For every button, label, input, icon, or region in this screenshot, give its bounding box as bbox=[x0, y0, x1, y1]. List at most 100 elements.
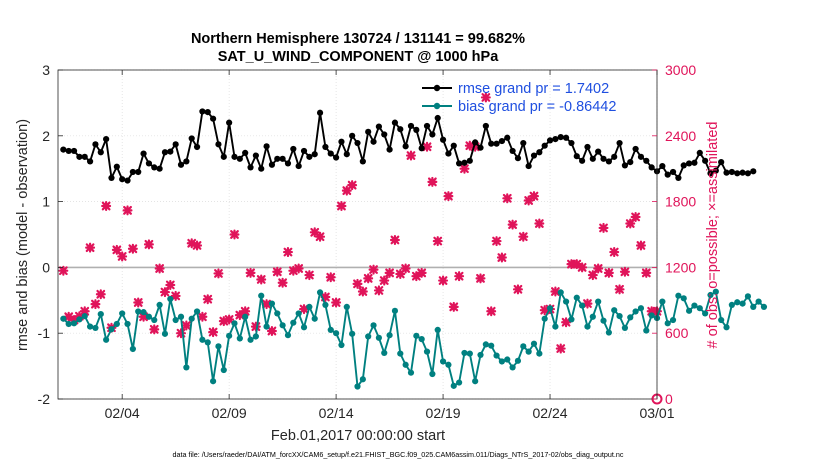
series-0-point-118 bbox=[691, 159, 698, 166]
series-1-point-114 bbox=[669, 316, 677, 324]
obs-count-marker-11 bbox=[117, 251, 128, 262]
series-1-point-90 bbox=[541, 315, 548, 322]
series-1-point-78 bbox=[477, 351, 484, 359]
series-0-point-108 bbox=[637, 153, 645, 160]
obs-count-marker-108 bbox=[635, 240, 646, 251]
series-0-point-97 bbox=[579, 157, 586, 164]
obs-count-marker-76 bbox=[464, 140, 475, 151]
series-1-point-94 bbox=[562, 298, 570, 305]
series-0-point-33 bbox=[236, 155, 243, 162]
series-0-point-83 bbox=[504, 134, 511, 141]
series-1-point-23 bbox=[183, 364, 190, 371]
obs-count-marker-85 bbox=[512, 284, 523, 295]
series-0-point-16 bbox=[145, 160, 153, 167]
series-0-point-17 bbox=[151, 164, 158, 171]
series-1-point-57 bbox=[365, 333, 372, 340]
obs-count-marker-109 bbox=[641, 267, 652, 278]
obs-count-marker-29 bbox=[213, 268, 224, 279]
series-1-point-16 bbox=[145, 313, 153, 320]
series-1-point-40 bbox=[274, 310, 281, 317]
y-axis-left: -2 -1 0 1 2 3 bbox=[38, 62, 63, 407]
series-1-point-116 bbox=[680, 295, 687, 302]
obs-count-marker-62 bbox=[389, 234, 400, 245]
series-0-point-23 bbox=[183, 158, 190, 165]
series-0-point-125 bbox=[728, 168, 735, 176]
y2-tick-label-5: 3000 bbox=[665, 62, 696, 78]
series-1-point-130 bbox=[755, 298, 762, 305]
series-1-point-128 bbox=[744, 293, 752, 300]
obs-count-marker-84 bbox=[507, 219, 518, 230]
series-0-point-80 bbox=[488, 140, 495, 147]
series-1-point-110 bbox=[648, 312, 655, 319]
obs-count-marker-25 bbox=[192, 240, 203, 251]
obs-count-marker-31 bbox=[224, 314, 235, 325]
series-0-point-56 bbox=[359, 158, 366, 165]
obs-count-marker-86 bbox=[518, 231, 529, 242]
series-0-point-21 bbox=[172, 141, 179, 148]
series-0-point-124 bbox=[723, 169, 730, 176]
series-1-point-7 bbox=[97, 311, 104, 318]
obs-count-marker-5 bbox=[85, 242, 96, 253]
obs-count-marker-19 bbox=[159, 287, 170, 298]
series-0-point-84 bbox=[509, 147, 516, 155]
series-1-point-39 bbox=[268, 300, 276, 307]
obs-count-marker-51 bbox=[331, 297, 342, 308]
series-0-point-120 bbox=[702, 157, 709, 164]
obs-count-marker-107 bbox=[630, 211, 641, 222]
obs-count-marker-28 bbox=[208, 327, 219, 338]
series-1-point-96 bbox=[573, 294, 580, 301]
obs-count-marker-110 bbox=[646, 306, 657, 317]
series-1-point-56 bbox=[359, 376, 366, 383]
series-1-point-32 bbox=[231, 320, 238, 327]
series-0-point-94 bbox=[562, 134, 570, 141]
chart-title: Northern Hemisphere 130724 / 131141 = 99… bbox=[191, 31, 525, 47]
series-0-point-115 bbox=[675, 174, 682, 182]
series-0-point-10 bbox=[113, 163, 120, 170]
series-1-point-72 bbox=[445, 361, 452, 368]
series-1-point-55 bbox=[354, 383, 361, 390]
obs-count-marker-30 bbox=[218, 316, 229, 327]
series-0-point-57 bbox=[365, 128, 372, 135]
series-0-point-66 bbox=[413, 126, 420, 133]
series-1-point-107 bbox=[632, 308, 639, 315]
series-0-point-127 bbox=[739, 169, 746, 176]
obs-count-marker-36 bbox=[250, 321, 261, 332]
series-0-point-74 bbox=[456, 160, 463, 167]
obs-count-marker-40 bbox=[272, 266, 283, 277]
series-1-point-89 bbox=[536, 350, 543, 357]
series-1-point-60 bbox=[381, 349, 388, 357]
x-tick-label-5: 03/01 bbox=[639, 405, 674, 421]
obs-count-marker-39 bbox=[266, 326, 277, 337]
series-1-point-43 bbox=[290, 319, 297, 326]
series-0-point-106 bbox=[627, 159, 634, 166]
series-0-point-113 bbox=[664, 171, 671, 178]
obs-count-marker-66 bbox=[411, 271, 422, 282]
series-0-point-12 bbox=[124, 177, 131, 184]
series-1-point-9 bbox=[108, 326, 115, 333]
series-0-point-105 bbox=[621, 162, 629, 169]
y-axis-right: 0 600 1200 1800 2400 3000 bbox=[652, 62, 696, 407]
series-0-point-78 bbox=[477, 144, 484, 151]
legend: rmse grand pr = 1.7402 bias grand pr = -… bbox=[422, 81, 616, 115]
series-0-point-26 bbox=[199, 108, 206, 115]
obs-count-marker-2 bbox=[69, 315, 80, 326]
series-1-point-104 bbox=[616, 312, 623, 320]
series-0-point-39 bbox=[268, 161, 276, 168]
obs-count-marker-103 bbox=[609, 247, 620, 258]
series-1-point-80 bbox=[488, 342, 495, 349]
series-0-point-19 bbox=[161, 149, 169, 156]
series-1-point-2 bbox=[70, 320, 78, 327]
series-1-point-98 bbox=[584, 323, 591, 330]
series-1-point-112 bbox=[659, 298, 666, 305]
x-tick-label-4: 02/24 bbox=[533, 405, 568, 421]
series-0-point-40 bbox=[274, 155, 281, 162]
series-1-point-61 bbox=[386, 332, 393, 339]
obs-count-marker-56 bbox=[357, 286, 368, 297]
obs-count-marker-52 bbox=[336, 200, 347, 211]
series-0-point-1 bbox=[65, 147, 72, 155]
series-1-point-12 bbox=[124, 320, 131, 328]
series-1-point-4 bbox=[81, 312, 88, 320]
obs-count-marker-98 bbox=[582, 298, 593, 309]
series-0-point-65 bbox=[407, 122, 415, 130]
